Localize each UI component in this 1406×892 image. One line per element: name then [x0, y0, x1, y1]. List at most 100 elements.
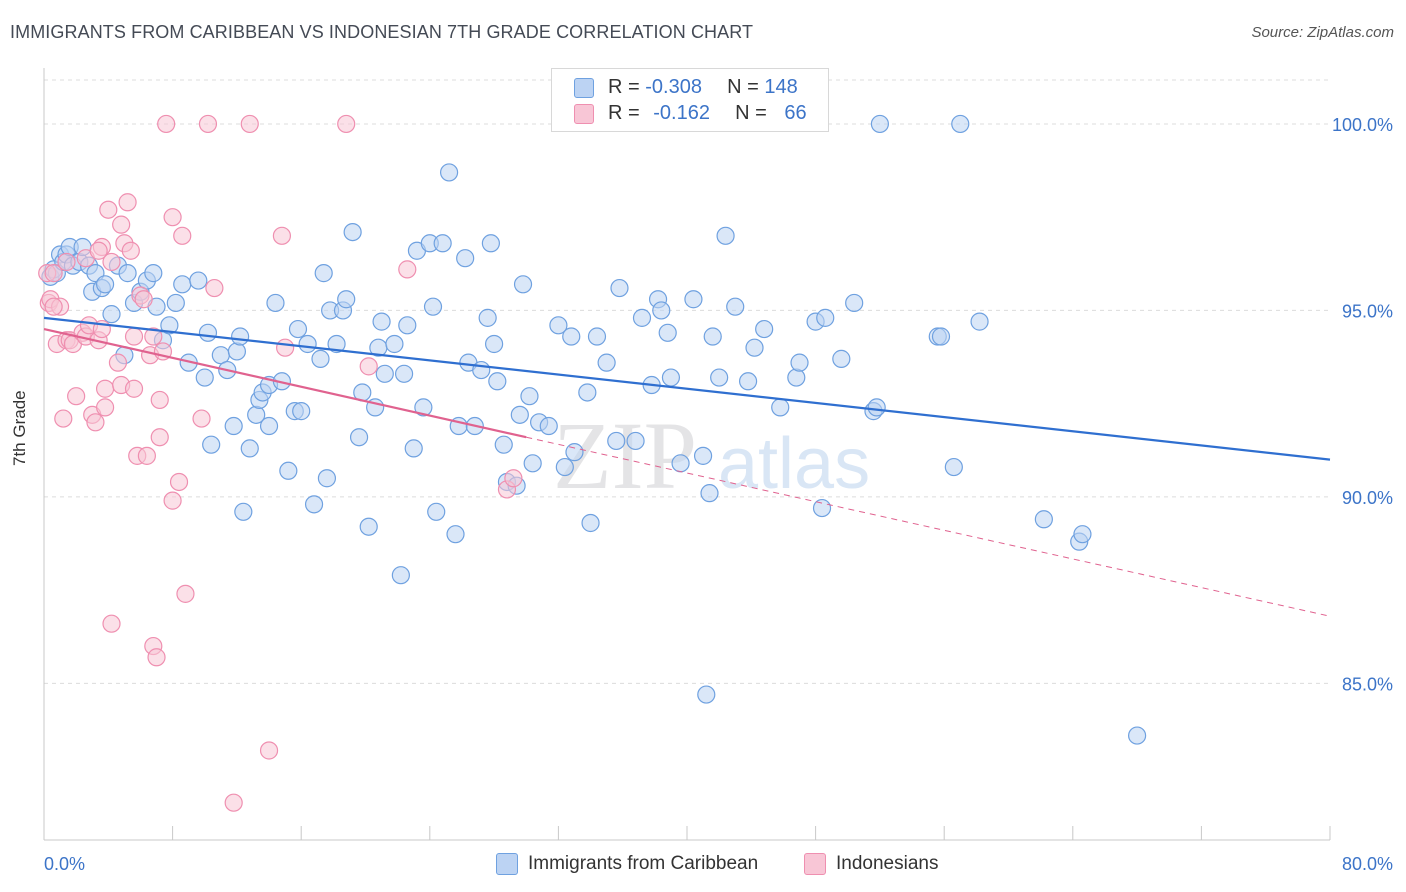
point-indonesians — [118, 193, 137, 212]
point-caribbean — [716, 226, 735, 245]
point-caribbean — [343, 222, 362, 242]
point-caribbean — [787, 368, 806, 387]
point-indonesians — [198, 114, 218, 134]
point-indonesians — [121, 241, 140, 260]
point-caribbean — [790, 353, 809, 372]
point-caribbean — [144, 264, 163, 283]
point-caribbean — [198, 323, 218, 342]
point-caribbean — [510, 405, 529, 424]
point-indonesians — [150, 390, 169, 410]
point-indonesians — [112, 215, 131, 234]
point-indonesians — [163, 491, 182, 510]
legend-n-label: N = — [735, 102, 773, 124]
point-caribbean — [652, 301, 671, 320]
legend-n-value: 66 — [784, 102, 807, 124]
y-axis-label: 7th Grade — [10, 390, 29, 466]
point-caribbean — [102, 305, 121, 324]
point-indonesians — [147, 648, 166, 667]
point-caribbean — [1127, 726, 1147, 745]
point-caribbean — [234, 502, 253, 521]
point-caribbean — [951, 114, 970, 134]
point-caribbean — [288, 319, 308, 339]
point-caribbean — [513, 275, 533, 294]
point-caribbean — [327, 334, 346, 354]
point-indonesians — [192, 409, 211, 428]
point-caribbean — [439, 163, 459, 182]
point-caribbean — [671, 454, 690, 473]
point-caribbean — [693, 446, 713, 465]
point-caribbean — [845, 293, 864, 313]
bottom-legend-label: Immigrants from Caribbean — [528, 853, 759, 874]
x-tick-label: 0.0% — [44, 854, 85, 874]
point-indonesians — [259, 741, 279, 760]
point-caribbean — [202, 435, 221, 454]
y-tick-labels: 85.0% 90.0% 95.0% 100.0% — [1332, 115, 1393, 694]
legend-n-label: N = — [727, 76, 765, 98]
trend-line-indonesians — [43, 327, 527, 439]
y-tick-label: 85.0% — [1342, 674, 1393, 694]
point-caribbean — [298, 334, 317, 354]
point-caribbean — [626, 431, 645, 451]
point-caribbean — [311, 349, 330, 368]
point-caribbean — [562, 327, 581, 346]
point-indonesians — [134, 290, 153, 309]
point-caribbean — [195, 368, 214, 387]
point-caribbean — [867, 398, 886, 417]
point-caribbean — [710, 368, 729, 387]
point-caribbean — [481, 234, 500, 253]
point-caribbean — [292, 402, 311, 421]
point-indonesians — [102, 252, 121, 272]
point-caribbean — [485, 334, 504, 354]
bottom-legend-swatch-blue — [496, 853, 518, 875]
point-caribbean — [578, 383, 597, 402]
point-caribbean — [118, 264, 137, 283]
point-caribbean — [394, 364, 414, 383]
trend-line-caribbean — [43, 316, 1331, 461]
point-caribbean — [520, 387, 539, 406]
axes — [43, 68, 1331, 841]
point-caribbean — [317, 469, 337, 488]
point-indonesians — [108, 353, 128, 372]
point-caribbean — [446, 525, 465, 544]
point-caribbean — [870, 114, 890, 134]
point-indonesians — [89, 241, 108, 260]
point-caribbean — [607, 431, 626, 451]
point-caribbean — [259, 416, 279, 436]
point-indonesians — [54, 409, 73, 428]
point-caribbean — [173, 275, 192, 294]
point-caribbean — [231, 327, 250, 346]
point-caribbean — [189, 271, 208, 290]
point-caribbean — [314, 264, 333, 283]
x-tick-labels: 0.0% 80.0% — [44, 854, 1393, 874]
point-caribbean — [349, 428, 369, 447]
point-caribbean — [812, 498, 832, 518]
y-tick-label: 95.0% — [1342, 301, 1393, 321]
chart-title: IMMIGRANTS FROM CARIBBEAN VS INDONESIAN … — [10, 22, 754, 42]
point-indonesians — [57, 252, 76, 272]
point-caribbean — [375, 364, 394, 383]
trend-lines — [43, 316, 1331, 617]
point-caribbean — [745, 338, 764, 357]
legend-n-value: 148 — [764, 76, 798, 98]
point-caribbean — [337, 290, 356, 309]
point-indonesians — [205, 278, 224, 298]
point-caribbean — [549, 316, 568, 335]
point-caribbean — [423, 297, 443, 316]
point-indonesians — [359, 357, 378, 376]
point-caribbean — [372, 312, 391, 331]
point-caribbean — [587, 327, 607, 346]
point-caribbean — [240, 439, 259, 458]
gridlines — [44, 79, 1330, 684]
point-caribbean — [539, 416, 558, 436]
point-indonesians — [44, 297, 63, 316]
point-caribbean — [227, 342, 246, 361]
point-caribbean — [427, 502, 446, 521]
y-tick-label: 100.0% — [1332, 115, 1393, 135]
point-indonesians — [95, 379, 115, 398]
point-indonesians — [224, 793, 243, 812]
point-indonesians — [67, 387, 86, 406]
legend-r-value: -0.308 — [645, 76, 702, 98]
point-caribbean — [610, 278, 629, 298]
legend-swatch-pink — [574, 104, 594, 124]
